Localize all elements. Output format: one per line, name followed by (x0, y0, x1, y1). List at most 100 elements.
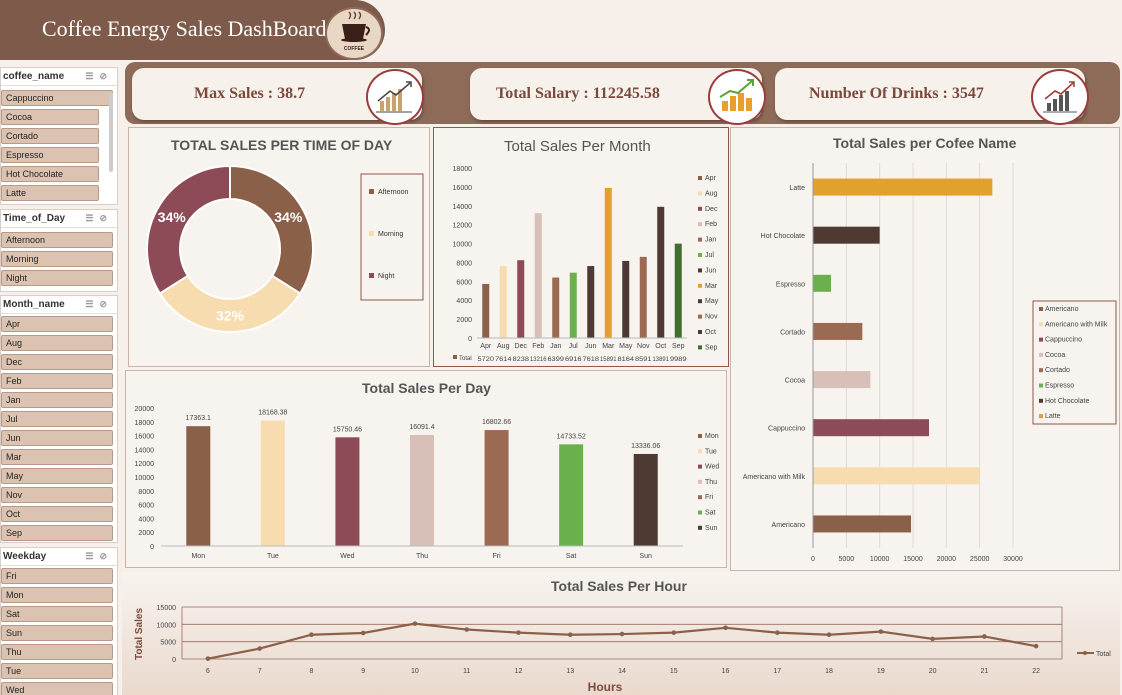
legend-swatch (698, 299, 702, 304)
slicer-item-may[interactable]: May (1, 468, 113, 484)
x-tick-label: 25000 (970, 556, 990, 563)
chart-title: Total Sales per Cofee Name (833, 135, 1017, 151)
multi-select-and-clear-filter-icons[interactable]: ☰⊘ (85, 213, 113, 223)
x-tick-label: Jan (550, 343, 561, 350)
kpi-number-of-drinks-text: Number Of Drinks : 3547 (809, 85, 984, 102)
slicer-item-sep[interactable]: Sep (1, 525, 113, 541)
slicer-item-jul[interactable]: Jul (1, 411, 113, 427)
legend-label: Mon (705, 433, 719, 440)
x-tick-label: 19 (877, 668, 885, 675)
slicer-item-espresso[interactable]: Espresso (1, 147, 99, 163)
slicer-item-feb[interactable]: Feb (1, 373, 113, 389)
bar-cappuccino (813, 419, 929, 437)
legend-swatch (369, 273, 374, 278)
data-table-value: 15891 (600, 357, 617, 363)
x-tick-label: 9 (361, 668, 365, 675)
coffee-hbar-chart: 0 5000 10000 15000 20000 25000 30000 Latte Hot C… (743, 163, 1117, 563)
slicer-coffee-name[interactable]: coffee_name ☰⊘ Cappuccino Cocoa Cortado E… (0, 67, 118, 205)
x-tick-label: Nov (637, 343, 650, 350)
x-tick-label: 20 (929, 668, 937, 675)
x-tick-label: 5000 (839, 556, 855, 563)
bar-fri (484, 430, 509, 546)
data-label: 14733.52 (557, 433, 586, 440)
legend-label: Latte (1045, 413, 1061, 420)
legend-label: Feb (705, 221, 717, 228)
slicer-item-fri[interactable]: Fri (1, 568, 113, 584)
data-point (723, 625, 728, 631)
x-tick-label: 15000 (903, 556, 923, 563)
slicer-item-jun[interactable]: Jun (1, 430, 113, 446)
slicer-item-night[interactable]: Night (1, 270, 113, 286)
data-table-value: 8164 (618, 357, 635, 363)
slicer-weekday[interactable]: Weekday ☰⊘ Fri Mon Sat Sun Thu Tue Wed (0, 547, 118, 695)
slicer-item-apr[interactable]: Apr (1, 316, 113, 332)
slicer-item-wed[interactable]: Wed (1, 682, 113, 695)
bar-sun (633, 453, 658, 546)
x-axis-title: Hours (588, 680, 623, 694)
x-tick-label: 7 (258, 668, 262, 675)
slicer-item-cortado[interactable]: Cortado (1, 128, 99, 144)
growth-chart-icon (366, 69, 424, 125)
slicer-item-nov[interactable]: Nov (1, 487, 113, 503)
y-tick-label: 4000 (456, 298, 472, 305)
x-tick-label: Tue (267, 553, 279, 560)
slicer-item-morning[interactable]: Morning (1, 251, 113, 267)
legend-swatch (698, 510, 702, 515)
legend-swatch (698, 283, 702, 288)
slicer-item-latte[interactable]: Latte (1, 185, 99, 201)
legend-label: Sun (705, 525, 718, 532)
donut-chart: 34% 32% 34% Afternoon Morning Night (146, 164, 424, 333)
slicer-scrollbar[interactable] (109, 92, 113, 172)
x-tick-label: Mon (191, 553, 205, 560)
legend-label: Morning (378, 231, 403, 238)
slicer-month-name[interactable]: Month_name ☰⊘ Apr Aug Dec Feb Jan Jul Jun… (0, 295, 118, 543)
slicer-item-cappuccino[interactable]: Cappuccino (1, 90, 113, 106)
y-tick-label: 12000 (453, 223, 473, 230)
slicer-item-tue[interactable]: Tue (1, 663, 113, 679)
slicer-item-jan[interactable]: Jan (1, 392, 113, 408)
data-point (774, 630, 780, 635)
legend-swatch (369, 231, 374, 236)
data-table-value: 13216 (530, 357, 547, 363)
slicer-item-sat[interactable]: Sat (1, 606, 113, 622)
chart-title: Total Sales Per Day (362, 380, 491, 396)
slicer-item-thu[interactable]: Thu (1, 644, 113, 660)
legend-label: Hot Chocolate (1045, 398, 1089, 405)
multi-select-and-clear-filter-icons[interactable]: ☰⊘ (85, 71, 113, 81)
y-axis-title: Total Sales (134, 608, 145, 660)
data-point (982, 634, 987, 639)
y-tick-label: 2000 (138, 530, 154, 537)
legend-swatch (698, 525, 702, 530)
x-tick-label: 16 (722, 668, 730, 675)
x-tick-label: 10000 (870, 556, 890, 563)
y-tick-label: 0 (172, 657, 176, 664)
x-tick-label: 11 (463, 668, 470, 675)
legend-box (1032, 300, 1117, 425)
legend-swatch (698, 345, 702, 350)
slicer-item-mar[interactable]: Mar (1, 449, 113, 465)
bar-cocoa (813, 371, 871, 389)
slicer-item-hot-chocolate[interactable]: Hot Chocolate (1, 166, 99, 182)
legend-swatch (1039, 414, 1043, 419)
x-tick-label: 0 (811, 556, 815, 563)
multi-select-and-clear-filter-icons[interactable]: ☰⊘ (85, 299, 113, 309)
slicer-item-oct[interactable]: Oct (1, 506, 113, 522)
slicer-item-afternoon[interactable]: Afternoon (1, 232, 113, 248)
slicer-item-mon[interactable]: Mon (1, 587, 113, 603)
slice-label: 32% (216, 308, 245, 324)
y-tick-label: Cocoa (785, 378, 805, 385)
x-tick-label: Mar (602, 343, 615, 350)
x-tick-label: 17 (773, 668, 781, 675)
data-table-value: 6399 (548, 357, 565, 363)
slicer-item-cocoa[interactable]: Cocoa (1, 109, 99, 125)
data-point (567, 632, 573, 638)
slicer-item-dec[interactable]: Dec (1, 354, 113, 370)
slicer-item-sun[interactable]: Sun (1, 625, 113, 641)
legend-swatch (698, 191, 702, 196)
panel-coffee-name: Total Sales per Cofee Name 0 5000 10000 150… (730, 127, 1120, 571)
multi-select-and-clear-filter-icons[interactable]: ☰⊘ (85, 551, 113, 561)
slicer-item-aug[interactable]: Aug (1, 335, 113, 351)
legend-swatch (1039, 322, 1043, 327)
slicer-time-of-day[interactable]: Time_of_Day ☰⊘ Afternoon Morning Night (0, 209, 118, 292)
data-point (619, 631, 625, 637)
